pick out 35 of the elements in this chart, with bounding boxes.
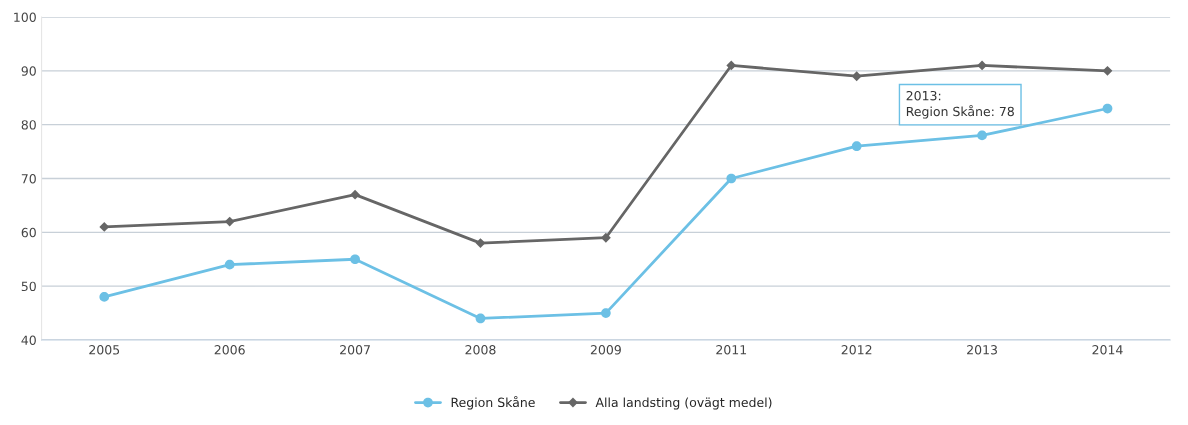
y-tick-label: 80 bbox=[21, 120, 36, 130]
point bbox=[224, 216, 235, 227]
annotation: 2013: Region Skåne: 78 bbox=[906, 90, 1014, 119]
point bbox=[224, 259, 235, 270]
y-tick-label: 70 bbox=[21, 173, 36, 184]
y-tick-label: 100 bbox=[14, 12, 36, 22]
y-tick-label: 90 bbox=[21, 66, 36, 76]
x-tick-label: 2008 bbox=[465, 345, 496, 355]
point bbox=[851, 71, 862, 82]
x-tick-label: 2007 bbox=[340, 345, 370, 355]
x-tick-label: 2009 bbox=[590, 345, 621, 355]
legend-label: Region Skåne bbox=[451, 395, 535, 410]
point bbox=[726, 173, 737, 184]
x-tick-label: 2014 bbox=[1092, 345, 1123, 355]
x-tick-label: 2013 bbox=[967, 345, 997, 355]
y-tick-label: 50 bbox=[21, 281, 36, 292]
point bbox=[601, 308, 611, 318]
point bbox=[851, 141, 862, 152]
legend-label: Alla landsting (ovägt medel) bbox=[595, 397, 772, 410]
point bbox=[475, 238, 486, 249]
point bbox=[475, 313, 486, 324]
point bbox=[99, 292, 110, 302]
point bbox=[350, 254, 360, 265]
y-tick-label: 60 bbox=[21, 227, 36, 238]
point bbox=[977, 60, 987, 71]
x-tick-label: 2011 bbox=[716, 345, 747, 355]
y-tick-label: 40 bbox=[21, 335, 36, 345]
x-tick-label: 2012 bbox=[841, 345, 872, 355]
point bbox=[726, 60, 737, 71]
point bbox=[350, 189, 360, 200]
point bbox=[1102, 65, 1113, 76]
point bbox=[1102, 103, 1113, 114]
point bbox=[977, 130, 987, 141]
x-tick-label: 2006 bbox=[214, 345, 245, 355]
x-tick-label: 2005 bbox=[89, 345, 120, 355]
